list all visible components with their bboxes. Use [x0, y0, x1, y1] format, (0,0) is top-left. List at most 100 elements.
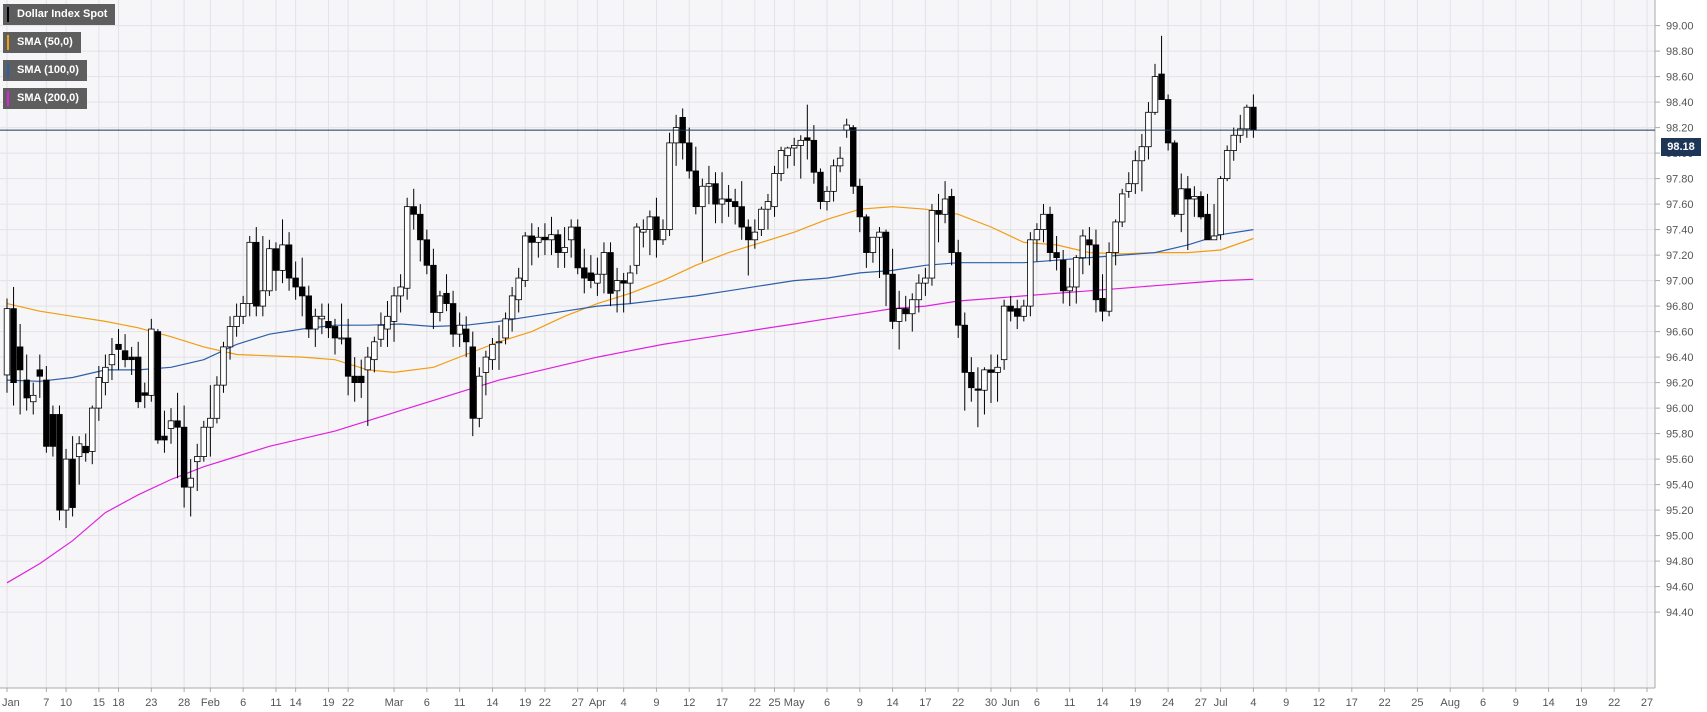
candle-body-down — [115, 343, 122, 350]
candle-body-down — [417, 213, 424, 241]
candle — [659, 219, 667, 245]
candle — [344, 318, 352, 396]
candle — [226, 316, 234, 360]
candle — [1112, 219, 1119, 266]
x-tick-label: 12 — [683, 697, 695, 709]
candle — [797, 135, 804, 179]
candle-body-up — [384, 315, 391, 330]
candle-body-down — [902, 308, 909, 315]
candle — [882, 229, 890, 307]
candle — [443, 274, 450, 312]
candle-body-down — [49, 414, 57, 447]
candle-body-down — [1250, 106, 1257, 131]
legend-swatch — [7, 7, 9, 22]
candle — [167, 408, 175, 444]
candle — [1204, 193, 1211, 241]
candle-body-up — [928, 210, 936, 279]
x-tick-label: 24 — [1162, 697, 1174, 709]
candle — [331, 318, 339, 355]
candle — [764, 193, 772, 230]
x-tick-label: 27 — [1641, 697, 1653, 709]
candle-body-up — [1020, 305, 1027, 317]
candle-body-down — [462, 328, 470, 343]
candle — [305, 285, 312, 338]
candle — [836, 146, 844, 173]
legend-label: SMA (200,0) — [17, 92, 79, 104]
candle — [1191, 186, 1198, 217]
candle-body-up — [495, 341, 503, 344]
candle-body-down — [712, 183, 719, 205]
x-tick-label: Mar — [385, 697, 404, 709]
candle-body-down — [128, 356, 135, 361]
candle-body-down — [804, 137, 811, 141]
candle-body-down — [1092, 244, 1100, 301]
y-tick-label: 96.60 — [1666, 327, 1694, 339]
candle-body-down — [1014, 308, 1021, 317]
x-tick-label: 11 — [454, 697, 465, 709]
candle-body-down — [731, 201, 739, 208]
candle-body-up — [482, 356, 490, 373]
candle — [541, 223, 549, 256]
candle — [948, 188, 955, 266]
candle-body-up — [876, 231, 883, 238]
x-axis-ticks: Jan 7 10 15 18 23 28 Feb 6 11 14 19 22 Mar 6 11 14 19 22 27… — [2, 688, 1653, 709]
candle — [869, 236, 877, 263]
candle — [922, 267, 929, 296]
candle — [161, 410, 168, 453]
candle-body-up — [1210, 235, 1218, 241]
candle — [213, 376, 221, 424]
candle — [390, 286, 398, 342]
candle — [1086, 227, 1093, 266]
x-tick-label: 23 — [145, 697, 157, 709]
candle — [325, 303, 332, 338]
candle — [489, 337, 496, 370]
candle-body-down — [856, 185, 863, 218]
candle — [148, 318, 155, 402]
candle-body-up — [843, 124, 850, 131]
candle-body-up — [751, 231, 759, 241]
candle-body-up — [633, 226, 640, 266]
sma-line — [6, 278, 1254, 584]
candle — [1184, 176, 1191, 250]
candle — [180, 405, 188, 508]
candle — [594, 257, 601, 296]
candle-body-up — [764, 201, 772, 210]
x-tick-label: 9 — [857, 697, 863, 709]
candle — [56, 405, 63, 521]
candle — [298, 257, 306, 317]
y-tick-label: 99.00 — [1666, 21, 1694, 33]
candle-body-up — [535, 236, 542, 243]
candle-body-up — [239, 303, 247, 317]
candle — [567, 219, 575, 258]
candle-body-down — [850, 127, 857, 187]
candle-body-up — [89, 407, 96, 452]
candle — [1151, 63, 1159, 115]
candle-body-up — [640, 229, 647, 233]
candle — [1145, 102, 1152, 160]
candle-body-down — [121, 350, 129, 361]
candle — [522, 232, 529, 287]
candle-body-up — [187, 477, 194, 488]
candle — [718, 172, 726, 224]
candle-body-up — [627, 272, 634, 284]
candle-body-down — [541, 236, 549, 241]
candle — [909, 293, 916, 332]
candle-body-down — [154, 331, 162, 441]
candle — [377, 312, 385, 347]
x-tick-label: 6 — [240, 697, 246, 709]
candle-body-up — [672, 127, 680, 144]
legend: Dollar Index Spot SMA (50,0) SMA (100,0)… — [3, 4, 116, 116]
candle — [692, 146, 699, 215]
candle-body-up — [1112, 221, 1119, 253]
candle-body-up — [659, 229, 667, 241]
candle-body-up — [62, 458, 70, 511]
legend-label: Dollar Index Spot — [17, 8, 108, 20]
candle — [1105, 242, 1113, 317]
candle — [850, 125, 857, 194]
candle-body-down — [449, 303, 457, 335]
y-tick-label: 98.80 — [1666, 46, 1694, 58]
y-tick-label: 97.80 — [1666, 174, 1694, 186]
candle — [1223, 145, 1231, 182]
